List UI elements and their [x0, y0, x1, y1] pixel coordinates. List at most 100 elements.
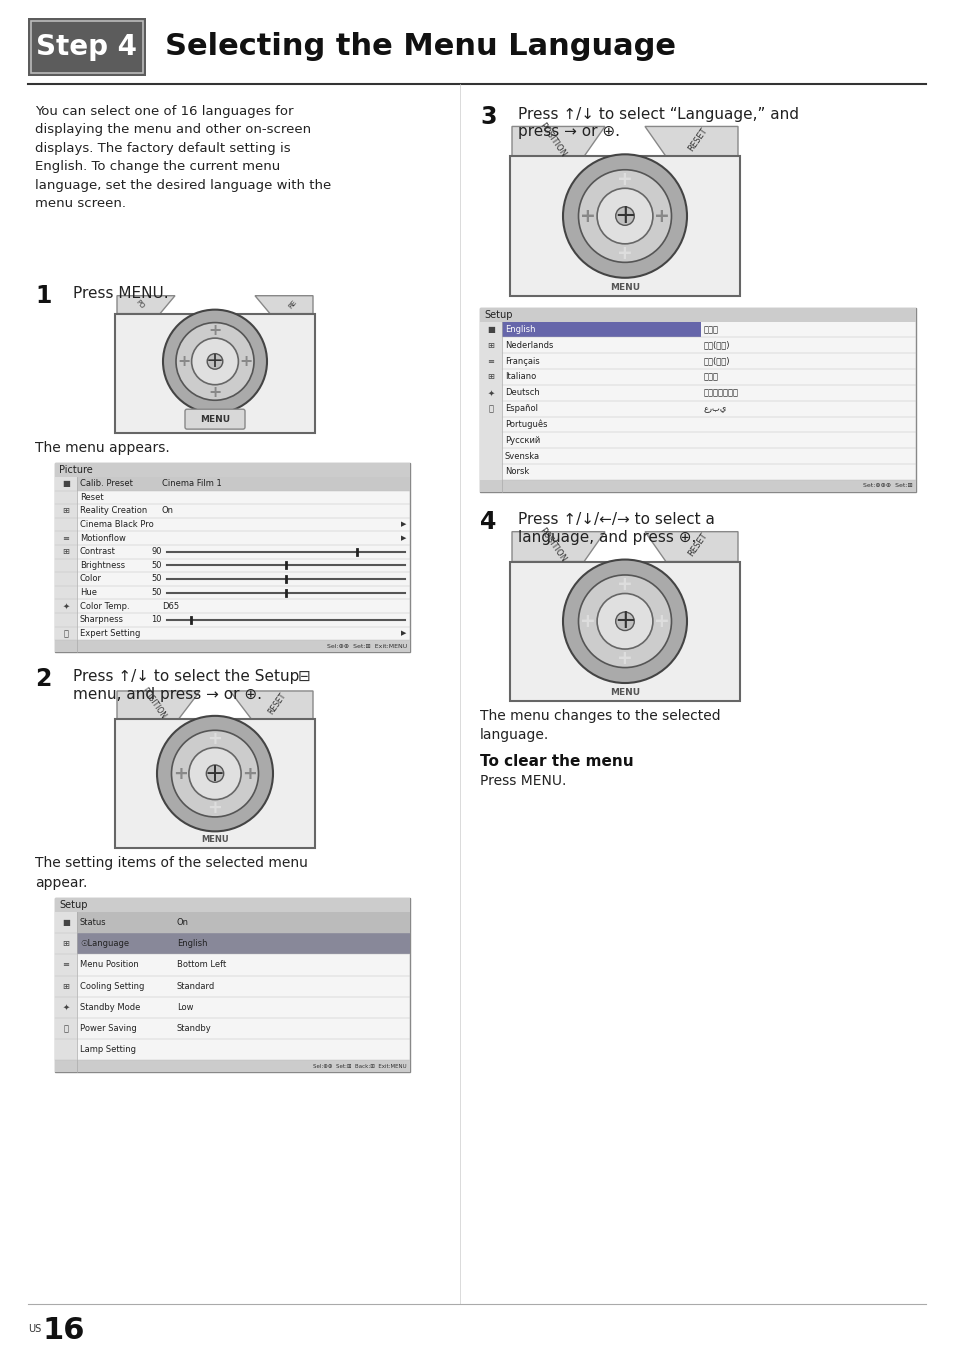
- Text: +: +: [654, 207, 669, 226]
- Text: Brightness: Brightness: [80, 561, 125, 569]
- Text: POSITION: POSITION: [537, 526, 567, 564]
- Text: 1: 1: [35, 284, 51, 308]
- Text: MENU: MENU: [609, 688, 639, 696]
- Text: +: +: [177, 354, 191, 369]
- Bar: [115, 719, 314, 848]
- Polygon shape: [512, 531, 604, 561]
- Circle shape: [207, 354, 223, 369]
- Text: +: +: [208, 730, 222, 748]
- Text: Press MENU.: Press MENU.: [479, 773, 566, 788]
- Bar: [28, 18, 146, 76]
- Text: ✦: ✦: [63, 1003, 70, 1011]
- Text: Contrast: Contrast: [80, 548, 115, 556]
- Text: You can select one of 16 languages for
displaying the menu and other on-screen
d: You can select one of 16 languages for d…: [35, 104, 331, 210]
- Text: ⓘ: ⓘ: [488, 404, 493, 414]
- Text: Standby: Standby: [177, 1023, 212, 1033]
- Text: ⊞: ⊞: [63, 548, 70, 556]
- Bar: [55, 462, 410, 477]
- Text: Motionflow: Motionflow: [80, 534, 126, 542]
- Text: Svenska: Svenska: [504, 452, 539, 461]
- Text: Press MENU.: Press MENU.: [73, 285, 169, 300]
- Text: press → or ⊕.: press → or ⊕.: [517, 124, 619, 139]
- Text: RESET: RESET: [685, 531, 708, 558]
- Text: Reset: Reset: [80, 493, 104, 502]
- Text: 16: 16: [42, 1317, 85, 1345]
- Text: Español: Español: [504, 404, 537, 414]
- Text: menu, and press → or ⊕.: menu, and press → or ⊕.: [73, 687, 262, 702]
- Text: MENU: MENU: [201, 836, 229, 844]
- Text: The menu changes to the selected
language.: The menu changes to the selected languag…: [479, 708, 720, 742]
- Text: Sel:⊕⊕  Set:⊞  Back:⊞  Exit:MENU: Sel:⊕⊕ Set:⊞ Back:⊞ Exit:MENU: [313, 1064, 407, 1069]
- Text: +: +: [208, 385, 221, 400]
- Polygon shape: [117, 691, 200, 719]
- Circle shape: [578, 575, 671, 668]
- Text: +: +: [205, 761, 225, 786]
- Bar: [115, 314, 314, 433]
- Bar: [510, 561, 740, 700]
- Text: ⊞: ⊞: [63, 507, 70, 515]
- Polygon shape: [230, 691, 313, 719]
- Text: Step 4: Step 4: [36, 32, 137, 61]
- Text: ⊞: ⊞: [487, 341, 494, 350]
- Text: +: +: [614, 203, 636, 228]
- Text: Sel:⊕⊕  Set:⊞  Exit:MENU: Sel:⊕⊕ Set:⊞ Exit:MENU: [327, 644, 407, 649]
- Bar: [55, 913, 77, 1072]
- Polygon shape: [644, 531, 738, 561]
- Text: +: +: [239, 354, 253, 369]
- Text: 한국어: 한국어: [703, 373, 718, 381]
- Bar: [479, 308, 915, 322]
- Text: +: +: [208, 799, 222, 817]
- Text: +: +: [617, 649, 632, 668]
- Text: ■: ■: [62, 479, 70, 488]
- Text: Press ↑/↓ to select “Language,” and: Press ↑/↓ to select “Language,” and: [517, 107, 799, 122]
- Text: Reality Creation: Reality Creation: [80, 507, 147, 515]
- Text: ⊞: ⊞: [63, 940, 70, 948]
- Text: 4: 4: [479, 510, 496, 534]
- Text: Color: Color: [80, 575, 102, 584]
- Text: RESET: RESET: [266, 691, 287, 717]
- Text: ✦: ✦: [63, 602, 70, 611]
- Text: Italiano: Italiano: [504, 373, 536, 381]
- Circle shape: [172, 730, 258, 817]
- Bar: [55, 898, 410, 1072]
- Text: Français: Français: [504, 357, 539, 365]
- Text: PO: PO: [134, 299, 145, 310]
- Text: عربي: عربي: [703, 404, 726, 414]
- Text: On: On: [177, 918, 189, 927]
- Text: ▶: ▶: [400, 535, 406, 541]
- Circle shape: [615, 612, 634, 630]
- Text: +: +: [614, 608, 636, 634]
- Text: POSITION: POSITION: [537, 120, 567, 158]
- Text: The setting items of the selected menu
appear.: The setting items of the selected menu a…: [35, 856, 308, 890]
- Bar: [479, 308, 915, 492]
- Text: Set:⊕⊕⊕  Set:⊞: Set:⊕⊕⊕ Set:⊞: [862, 484, 912, 488]
- Text: ✦: ✦: [487, 388, 494, 397]
- Text: 50: 50: [152, 575, 162, 584]
- Text: Nederlands: Nederlands: [504, 341, 553, 350]
- Bar: [77, 913, 410, 933]
- Text: Standby Mode: Standby Mode: [80, 1003, 140, 1011]
- Text: Power Saving: Power Saving: [80, 1023, 136, 1033]
- Text: Press ↑/↓/←/→ to select a: Press ↑/↓/←/→ to select a: [517, 512, 714, 527]
- Circle shape: [192, 338, 238, 385]
- Text: +: +: [617, 243, 632, 262]
- Bar: [510, 157, 740, 296]
- Text: ≡: ≡: [63, 534, 70, 542]
- Text: ☉Language: ☉Language: [80, 940, 129, 948]
- Text: +: +: [242, 765, 257, 783]
- Circle shape: [157, 715, 273, 831]
- Text: 中文(繁體): 中文(繁體): [703, 341, 729, 350]
- Text: POSITION: POSITION: [139, 687, 167, 721]
- Text: Hue: Hue: [80, 588, 97, 598]
- Text: Standard: Standard: [177, 982, 215, 991]
- Bar: [77, 477, 410, 491]
- Text: Menu Position: Menu Position: [80, 960, 138, 969]
- Text: 日本語: 日本語: [703, 324, 718, 334]
- Text: Selecting the Menu Language: Selecting the Menu Language: [165, 32, 676, 61]
- Text: D65: D65: [162, 602, 179, 611]
- Text: RESET: RESET: [685, 126, 708, 153]
- Text: 50: 50: [152, 561, 162, 569]
- Bar: [55, 462, 410, 652]
- Text: +: +: [579, 207, 595, 226]
- Text: To clear the menu: To clear the menu: [479, 753, 633, 769]
